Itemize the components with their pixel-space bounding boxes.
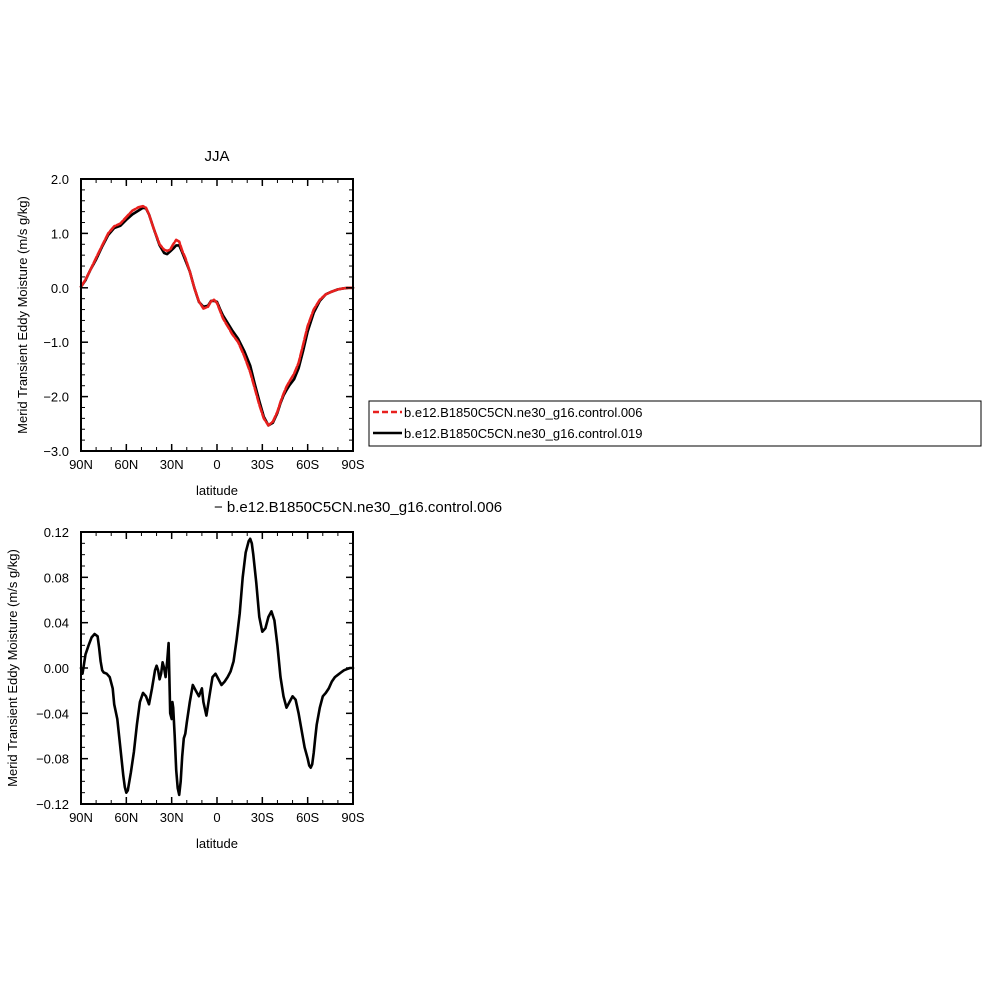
x-tick-label: 0 — [213, 457, 220, 472]
x-tick-label: 90S — [341, 810, 364, 825]
y-tick-label: −1.0 — [43, 335, 69, 350]
y-tick-label: 2.0 — [51, 172, 69, 187]
x-tick-label: 30N — [160, 810, 184, 825]
y-tick-label: 1.0 — [51, 226, 69, 241]
x-tick-label: 0 — [213, 810, 220, 825]
top-panel-ylabel: Merid Transient Eddy Moisture (m/s g/kg) — [15, 196, 30, 434]
y-tick-label: −0.08 — [36, 752, 69, 767]
legend-box — [368, 400, 982, 447]
top-panel-xlabel: latitude — [196, 483, 238, 498]
bottom-panel-axes: 90N 60N 30N 0 30S 60S 90S −0.12 −0.08 −0.04 0.00 0.… — [36, 525, 365, 825]
x-tick-label: 30S — [251, 457, 274, 472]
top-panel-series — [79, 204, 355, 427]
top-panel: JJA 90N 60N 30N 0 30S 60S 90S −3.0 −2.0 −1.0 0.0 1.… — [15, 148, 365, 498]
bottom-panel: − b.e12.B1850C5CN.ne30_g16.control.006 9… — [5, 499, 502, 851]
y-tick-label: −3.0 — [43, 444, 69, 459]
y-tick-label: 0.04 — [44, 616, 69, 631]
y-tick-label: −2.0 — [43, 390, 69, 405]
x-tick-label: 90S — [341, 457, 364, 472]
y-tick-label: 0.12 — [44, 525, 69, 540]
y-tick-label: 0.08 — [44, 570, 69, 585]
bottom-panel-xlabel: latitude — [196, 836, 238, 851]
x-tick-label: 90N — [69, 457, 93, 472]
y-tick-label: −0.04 — [36, 706, 69, 721]
x-tick-label: 30N — [160, 457, 184, 472]
legend-label-control-006: b.e12.B1850C5CN.ne30_g16.control.006 — [404, 405, 643, 420]
y-tick-label: 0.0 — [51, 281, 69, 296]
legend: b.e12.B1850C5CN.ne30_g16.control.006 b.e… — [368, 400, 982, 447]
bottom-panel-ylabel: Merid Transient Eddy Moisture (m/s g/kg) — [5, 549, 20, 787]
bottom-panel-series — [79, 537, 355, 797]
x-tick-label: 90N — [69, 810, 93, 825]
top-panel-axes: 90N 60N 30N 0 30S 60S 90S −3.0 −2.0 −1.0 0.0 1.0 2.0 — [43, 172, 365, 472]
x-tick-label: 60S — [296, 810, 319, 825]
x-tick-label: 60S — [296, 457, 319, 472]
x-tick-label: 60N — [114, 457, 138, 472]
top-panel-title: JJA — [204, 148, 229, 165]
legend-label-control-019: b.e12.B1850C5CN.ne30_g16.control.019 — [404, 426, 643, 441]
series-line — [79, 204, 355, 427]
y-tick-label: −0.12 — [36, 797, 69, 812]
bottom-panel-title: − b.e12.B1850C5CN.ne30_g16.control.006 — [214, 499, 502, 516]
x-tick-label: 30S — [251, 810, 274, 825]
y-tick-label: 0.00 — [44, 661, 69, 676]
x-tick-label: 60N — [114, 810, 138, 825]
series-line — [79, 537, 355, 797]
